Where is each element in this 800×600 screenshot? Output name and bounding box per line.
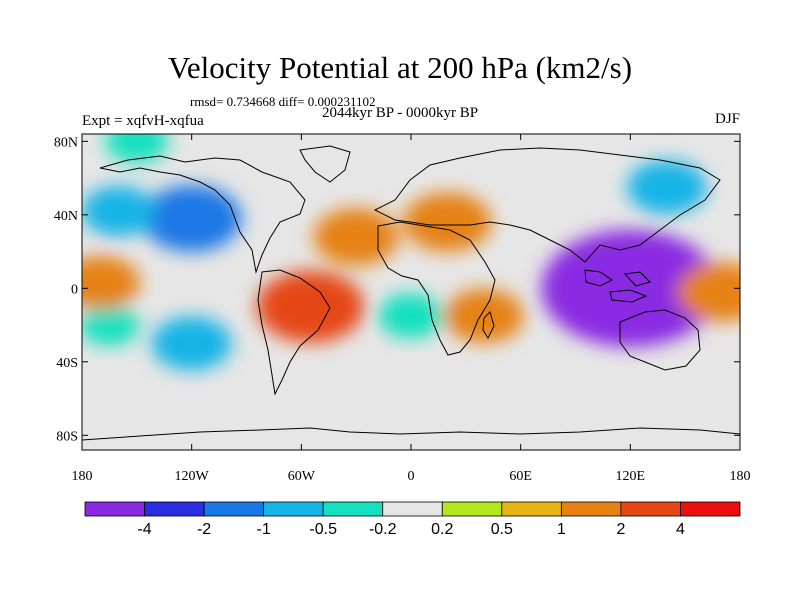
experiment-label: Expt = xqfvH-xqfua [82, 113, 204, 129]
x-tick-label: 180 [730, 469, 751, 484]
colorbar-swatch [620, 501, 681, 517]
colorbar-swatch [680, 501, 741, 517]
colorbar-label: 2 [616, 521, 625, 538]
australia-coast [619, 309, 701, 371]
south-america-coast [257, 269, 331, 396]
colorbar-label: -2 [197, 521, 211, 538]
colorbar-label: 0.5 [491, 521, 513, 538]
x-tick-label: 120W [175, 469, 210, 484]
x-tick-label: 0 [408, 469, 415, 484]
field-blob [256, 270, 365, 343]
y-axis-labels: 80N 40N 0 40S 80S [54, 135, 78, 444]
antarctica-coast [82, 427, 740, 441]
colorbar-label: 0.2 [431, 521, 453, 538]
colorbar-labels: -4 -2 -1 -0.5 -0.2 0.2 0.5 1 2 4 [137, 521, 685, 538]
madagascar-coast [482, 311, 495, 340]
colorbar-swatch [441, 501, 503, 517]
colorbar-label: 1 [557, 521, 566, 538]
x-tick-label: 120E [616, 469, 646, 484]
colorbar-swatch [263, 501, 324, 517]
y-tick-label: 40S [56, 356, 78, 371]
field-blob [403, 192, 492, 252]
contour-field [82, 134, 740, 450]
y-tick-label: 0 [71, 282, 78, 297]
field-blob [541, 229, 720, 347]
coastlines [82, 145, 740, 441]
colorbar-swatch [84, 501, 145, 517]
field-blob [82, 185, 156, 237]
axis-ticks [81, 134, 741, 450]
colorbar-swatch [382, 501, 443, 517]
europe-asia-coast [373, 147, 721, 263]
colorbar-label: -1 [257, 521, 271, 538]
season-label: DJF [714, 111, 740, 127]
field-blob [378, 293, 444, 339]
colorbar [84, 501, 741, 517]
field-blob [626, 160, 707, 215]
x-axis-labels: 180 120W 60W 0 60E 120E 180 [72, 469, 751, 484]
colorbar-swatch [501, 501, 562, 517]
field-blob [141, 185, 242, 252]
field-blob [82, 255, 141, 310]
colorbar-swatch [322, 501, 384, 517]
period-label: 2044kyr BP - 0000kyr BP [322, 105, 479, 121]
colorbar-label: -0.5 [309, 521, 337, 538]
x-tick-label: 180 [72, 469, 93, 484]
colorbar-label: 4 [676, 521, 685, 538]
x-tick-label: 60E [509, 469, 532, 484]
x-tick-label: 60W [288, 469, 316, 484]
maritime-continent-coast [584, 269, 651, 303]
field-blob [105, 134, 169, 163]
colorbar-label: -4 [137, 521, 151, 538]
field-blob [82, 304, 140, 346]
field-blob [444, 288, 525, 343]
colorbar-swatch [144, 501, 205, 517]
colorbar-swatch [203, 501, 265, 517]
greenland-coast [299, 145, 351, 183]
plot-title: Velocity Potential at 200 hPa (km2/s) [167, 50, 633, 85]
y-tick-label: 80N [54, 135, 78, 150]
field-blob [677, 262, 740, 322]
field-blob [313, 208, 399, 266]
north-america-coast [99, 155, 306, 274]
y-tick-label: 40N [54, 209, 78, 224]
field-blob [151, 316, 232, 371]
y-tick-label: 80S [56, 429, 78, 444]
stats-line: rmsd= 0.734668 diff= 0.000231102 [190, 94, 376, 109]
africa-coast [377, 221, 496, 356]
colorbar-swatch [560, 501, 622, 517]
colorbar-label: -0.2 [369, 521, 397, 538]
